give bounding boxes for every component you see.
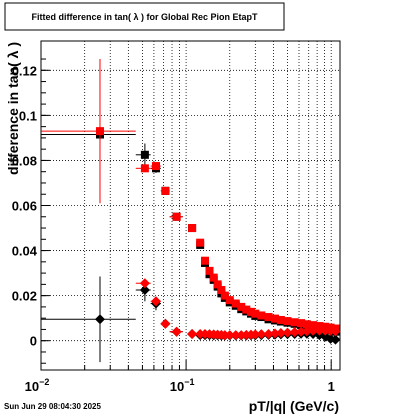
- data-point-square: [196, 238, 205, 247]
- data-point-diamond: [308, 325, 319, 336]
- data-point-square: [246, 307, 255, 316]
- data-point-diamond: [256, 329, 267, 340]
- data-point-diamond: [171, 326, 182, 337]
- series-1: [41, 59, 340, 333]
- data-point-square: [205, 266, 214, 275]
- data-point-diamond: [275, 328, 286, 339]
- y-tick-label: 0.1: [19, 108, 37, 123]
- data-point-diamond: [289, 327, 300, 338]
- data-point-square: [213, 280, 222, 289]
- data-point-square: [188, 224, 197, 233]
- y-axis-title: difference in tan( λ ): [5, 42, 21, 175]
- timestamp-stamp: Sun Jun 29 08:04:30 2025: [4, 402, 101, 411]
- data-point-diamond: [270, 328, 281, 339]
- y-tick-label: 0: [30, 334, 37, 349]
- data-point-square: [172, 212, 181, 221]
- y-tick-label: 0.06: [12, 199, 37, 214]
- x-tick-label: 1: [328, 379, 335, 394]
- y-tick-label: 0.12: [12, 63, 37, 78]
- data-point-diamond: [301, 326, 312, 337]
- data-point-square: [297, 319, 306, 328]
- data-point-diamond: [94, 314, 105, 325]
- y-tick-label: 0.04: [12, 244, 38, 259]
- data-point-square: [251, 309, 260, 318]
- y-tick-labels: 0 0.02 0.04 0.06 0.08 0.1 0.12: [12, 63, 38, 348]
- data-point-diamond: [139, 285, 150, 296]
- data-point-diamond: [263, 328, 274, 339]
- data-point-square: [264, 313, 273, 322]
- y-tick-label: 0.08: [12, 153, 37, 168]
- data-point-square: [161, 186, 170, 195]
- data-point-square: [302, 320, 311, 329]
- data-point-square: [201, 256, 210, 265]
- data-point-diamond: [330, 334, 341, 345]
- data-point-square: [220, 291, 229, 300]
- data-point-diamond: [296, 326, 307, 337]
- data-point-square: [237, 302, 246, 311]
- data-point-square: [140, 164, 149, 173]
- data-point-square: [95, 127, 104, 136]
- grid-lines: [41, 41, 340, 370]
- chart-title: Fitted difference in tan( λ ) for Global…: [31, 12, 258, 22]
- data-point-square: [225, 296, 234, 305]
- x-axis-title: pT/|q| (GeV/c): [249, 398, 339, 414]
- data-point-diamond: [330, 326, 341, 337]
- x-tick-label-exponent: −2: [39, 377, 49, 387]
- data-point-diamond: [224, 330, 235, 341]
- data-point-diamond: [320, 325, 331, 336]
- axis-ticks: [41, 58, 332, 370]
- data-point-square: [257, 311, 266, 320]
- data-point-square: [140, 150, 149, 159]
- data-point-square: [151, 162, 160, 171]
- title-box: [4, 2, 285, 31]
- data-point-square: [309, 321, 318, 330]
- data-layer: [41, 59, 341, 363]
- y-tick-label: 0.02: [12, 289, 37, 304]
- data-point-diamond: [230, 330, 241, 341]
- data-point-diamond: [187, 328, 198, 339]
- data-point-square: [217, 286, 226, 295]
- x-tick-label-exponent: −1: [184, 377, 194, 387]
- data-point-square: [283, 317, 292, 326]
- data-point-square: [276, 315, 285, 324]
- series-3: [135, 278, 341, 341]
- data-point-square: [290, 318, 299, 327]
- data-point-diamond: [139, 278, 150, 289]
- data-point-diamond: [150, 296, 161, 307]
- data-point-square: [242, 305, 251, 314]
- data-point-diamond: [314, 325, 325, 336]
- data-point-diamond: [282, 327, 293, 338]
- data-point-square: [231, 299, 240, 308]
- data-point-diamond: [160, 318, 171, 329]
- data-point-diamond: [250, 329, 261, 340]
- data-point-square: [209, 273, 218, 282]
- data-point-square: [271, 314, 280, 323]
